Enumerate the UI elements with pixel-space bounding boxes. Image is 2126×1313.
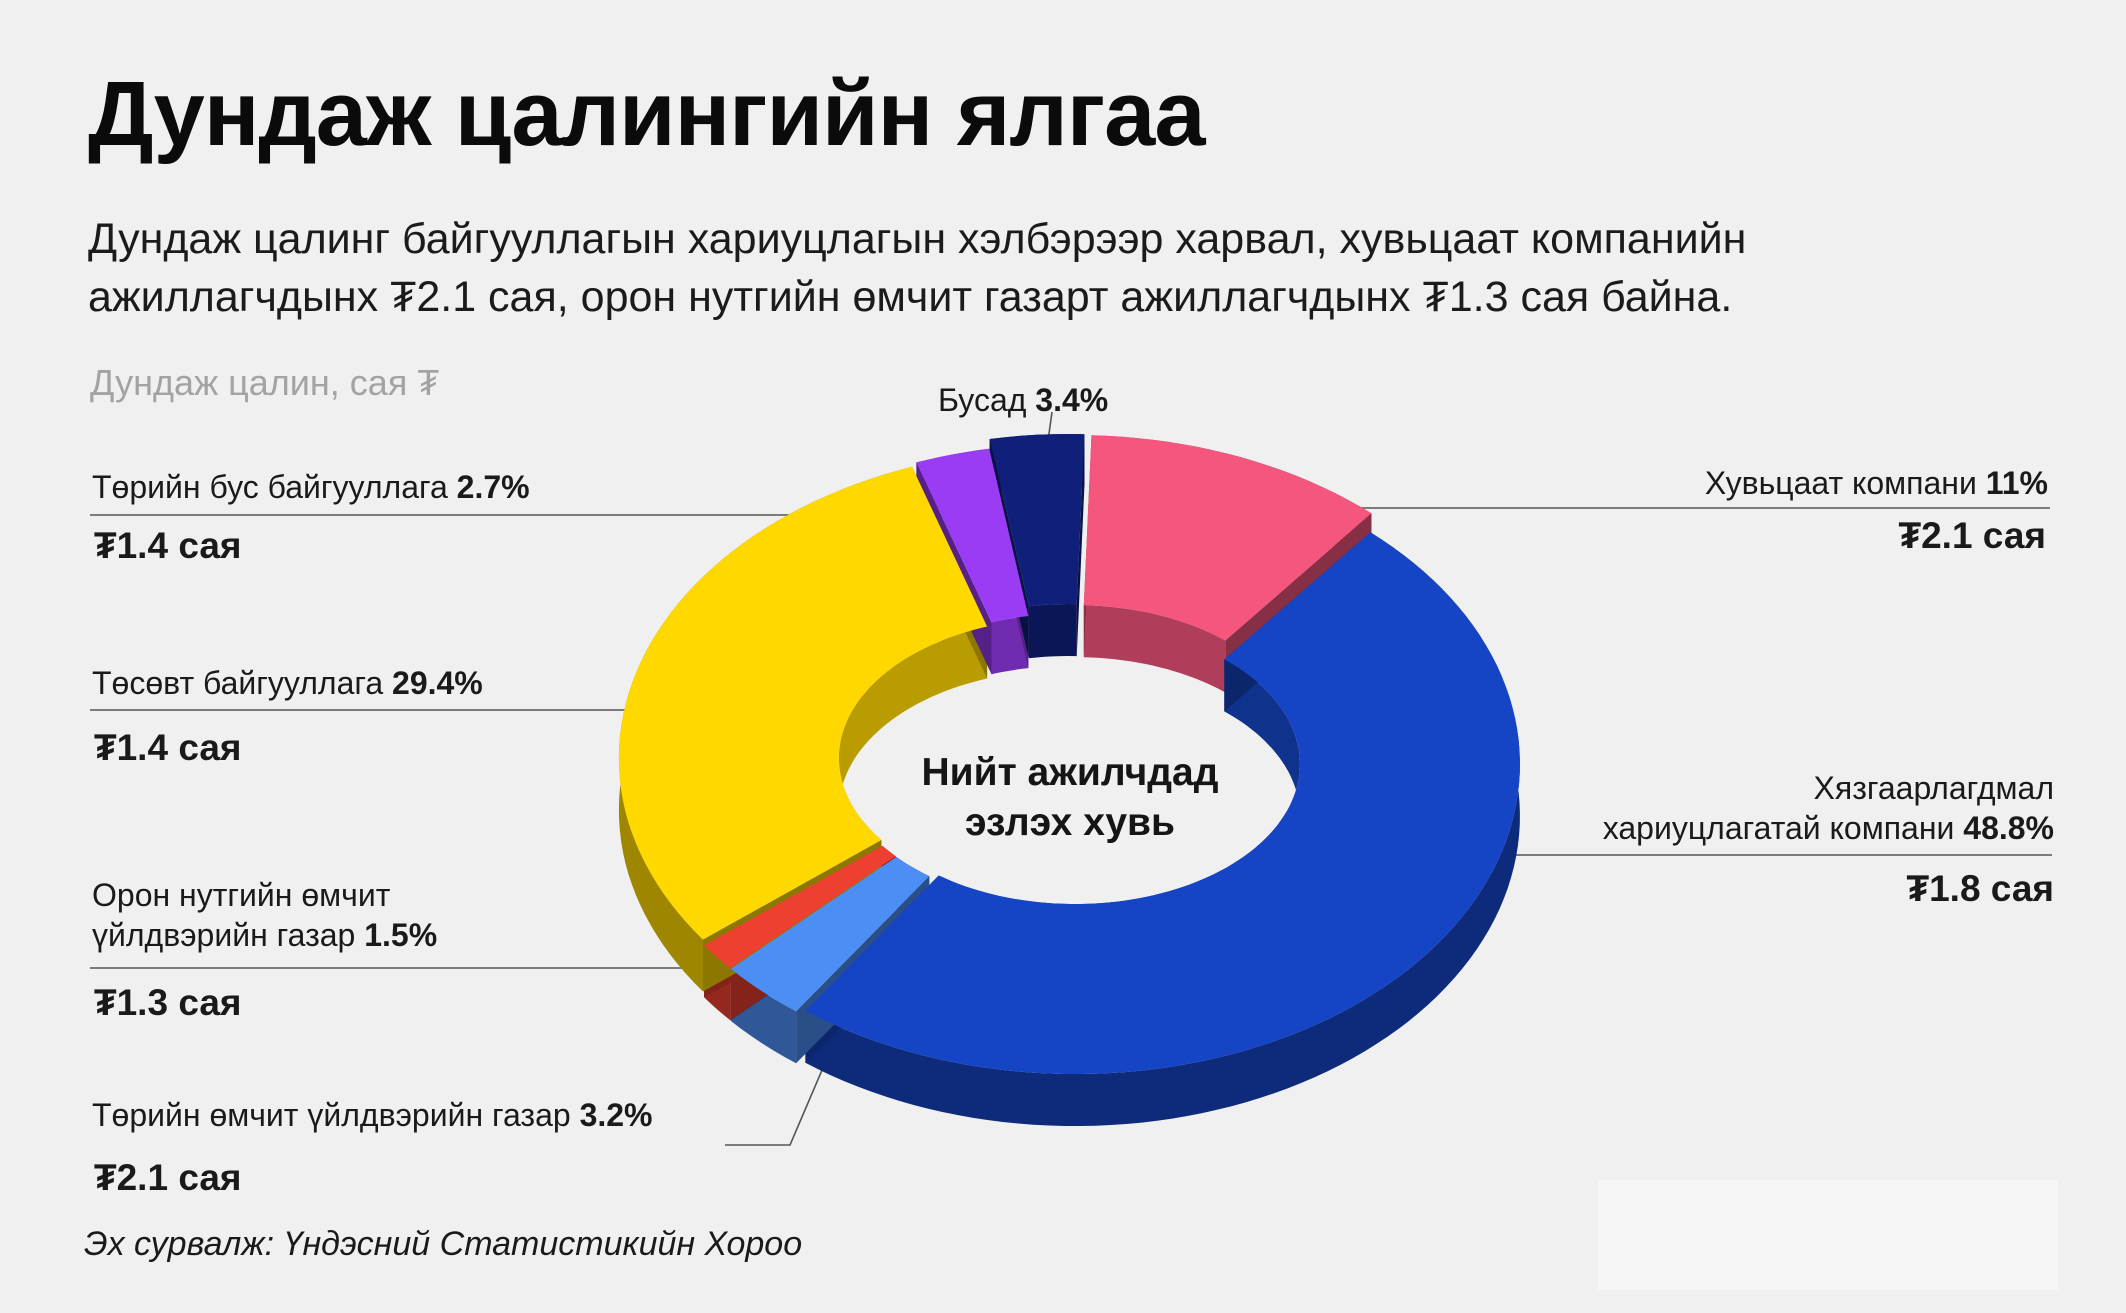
subtitle-line-2: ажиллагчдынх ₮2.1 сая, орон нутгийн өмчи… (88, 273, 1733, 321)
label-tosovt-name: Төсөвт байгууллага (92, 665, 384, 701)
slice-top-орон-нутгийн-өмчит-үйлдвэрийн-газар (704, 845, 896, 969)
center-label-line-2: эзлэх хувь (964, 801, 1176, 844)
label-tosovt: Төсөвт байгууллага 29.4% (92, 663, 483, 703)
slice-end-wall (1076, 434, 1085, 657)
source-note: Эх сурвалж: Үндэсний Статистикийн Хороо (84, 1225, 803, 1263)
unit-label: Дундаж цалин, сая ₮ (90, 362, 440, 403)
chart-slices (618, 434, 1520, 1126)
label-toriin-omchit: Төрийн өмчит үйлдвэрийн газар 3.2% (92, 1095, 653, 1135)
label-hyazgaar-pct: 48.8% (1963, 810, 2054, 846)
slice-inner-wall (991, 616, 1029, 675)
label-oron-nutag-name-1: Орон нутгийн өмчит (92, 877, 391, 913)
label-toriin-bus: Төрийн бус байгууллага 2.7% (92, 467, 530, 507)
label-tosovt-pct: 29.4% (392, 665, 483, 701)
slice-top-хязгаарлагдмал-хариуцлагатай-компани (805, 532, 1520, 1074)
label-busad-name: Бусад (938, 382, 1027, 418)
slice-outer-wall (805, 532, 1520, 1126)
slice-top-бусад (989, 434, 1085, 607)
subtitle-line-1: Дундаж цалинг байгууллагын хариуцлагын х… (88, 215, 1747, 263)
label-busad: Бусад 3.4% (938, 380, 1108, 420)
slice-top-хувьцаат-компани (1083, 435, 1372, 641)
value-toriin-bus: ₮1.4 сая (94, 525, 242, 566)
label-oron-nutag-pct: 1.5% (364, 917, 438, 953)
label-hyazgaar-name-2: хариуцлагатай компани (1602, 810, 1955, 846)
value-hyazgaar: ₮1.8 сая (1906, 868, 2054, 909)
value-tosovt: ₮1.4 сая (94, 727, 242, 768)
label-hyazgaar-name-1: Хязгаарлагдмал (1813, 770, 2054, 806)
slice-inner-wall (838, 626, 988, 892)
label-huvitsaat-pct: 11% (1985, 465, 2048, 501)
slice-top-төсөвт-байгууллага (618, 466, 988, 940)
label-busad-pct: 3.4% (1035, 382, 1109, 418)
label-hyazgaar: Хязгаарлагдмал хариуцлагатай компани 48.… (1603, 768, 2054, 848)
value-toriin-omchit: ₮2.1 сая (94, 1157, 242, 1198)
label-oron-nutag: Орон нутгийн өмчит үйлдвэрийн газар 1.5% (92, 875, 437, 955)
blank-panel (1598, 1180, 2058, 1290)
label-huvitsaat: Хувьцаат компани 11% (1705, 463, 2048, 503)
value-huvitsaat: ₮2.1 сая (1898, 515, 2046, 556)
value-oron-nutag: ₮1.3 сая (94, 982, 242, 1023)
slice-top-төрийн-бус-байгууллага (916, 448, 1029, 623)
label-oron-nutag-name-2: үйлдвэрийн газар (92, 917, 356, 953)
subtitle: Дундаж цалинг байгууллагын хариуцлагын х… (88, 210, 2048, 326)
slice-inner-wall (1028, 604, 1077, 659)
label-toriin-omchit-pct: 3.2% (579, 1097, 653, 1133)
page-title: Дундаж цалингийн ялгаа (88, 63, 1205, 165)
label-toriin-bus-pct: 2.7% (456, 469, 530, 505)
center-label-line-1: Нийт ажилчдад (921, 751, 1219, 794)
label-toriin-bus-name: Төрийн бус байгууллага (92, 469, 448, 505)
label-toriin-omchit-name: Төрийн өмчит үйлдвэрийн газар (92, 1097, 571, 1133)
slice-top-төрийн-өмчит-үйлдвэрийн-газар (730, 856, 930, 1012)
slice-inner-wall (1083, 605, 1226, 693)
label-huvitsaat-name: Хувьцаат компани (1704, 465, 1977, 501)
chart-center-label: Нийт ажилчдад эзлэх хувь (880, 748, 1260, 848)
